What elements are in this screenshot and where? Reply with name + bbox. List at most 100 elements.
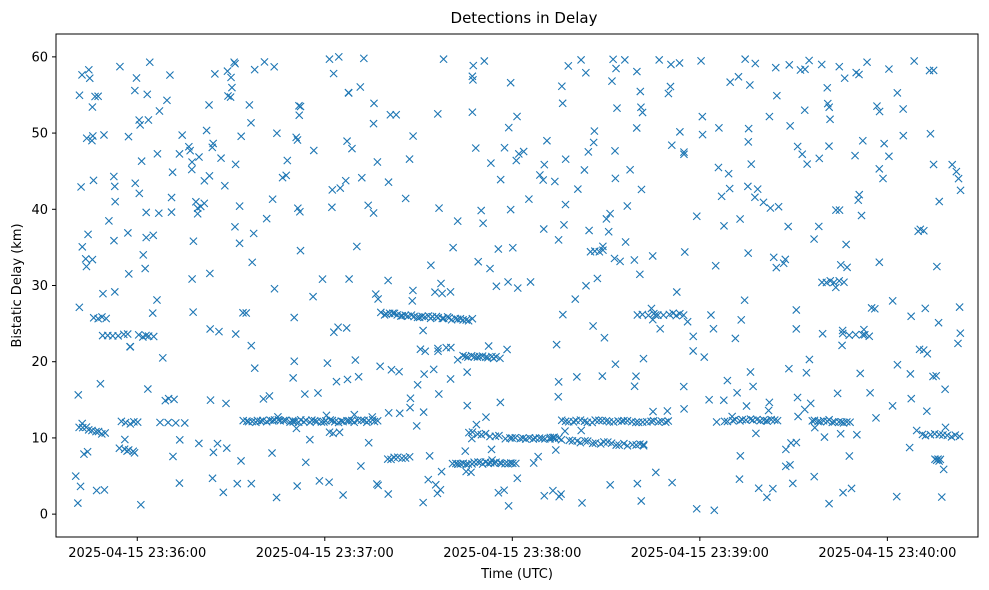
detection-point bbox=[818, 329, 827, 338]
detection-point bbox=[550, 177, 559, 186]
detection-point bbox=[268, 449, 277, 458]
detection-point bbox=[737, 315, 746, 324]
detection-point bbox=[724, 169, 733, 178]
detection-point bbox=[753, 185, 762, 194]
detection-point bbox=[178, 131, 187, 140]
detection-point bbox=[664, 417, 673, 426]
detection-point bbox=[405, 155, 414, 164]
detection-point bbox=[717, 192, 726, 201]
detection-point bbox=[453, 217, 462, 226]
detection-point bbox=[736, 451, 745, 460]
detection-point bbox=[589, 322, 598, 330]
detection-point bbox=[810, 423, 819, 432]
detection-point bbox=[135, 189, 144, 198]
detection-point bbox=[781, 445, 790, 454]
detection-point bbox=[464, 316, 473, 325]
detection-point bbox=[209, 448, 218, 457]
detection-point bbox=[557, 82, 566, 91]
detection-point bbox=[720, 417, 729, 426]
detection-point bbox=[326, 416, 335, 425]
detection-point bbox=[600, 333, 609, 342]
detection-point bbox=[554, 235, 563, 244]
detection-point bbox=[561, 427, 569, 436]
detection-point bbox=[470, 458, 479, 467]
detection-point bbox=[842, 417, 851, 426]
detection-point bbox=[205, 269, 214, 278]
detection-point bbox=[474, 257, 483, 266]
detection-point bbox=[728, 412, 737, 421]
detection-point bbox=[142, 233, 151, 242]
detection-point bbox=[742, 402, 751, 411]
detection-point bbox=[623, 201, 632, 210]
detection-point bbox=[893, 88, 902, 97]
x-axis: 2025-04-15 23:36:00 2025-04-15 23:37:00 20… bbox=[68, 537, 956, 561]
detection-point bbox=[283, 156, 292, 165]
detection-point bbox=[639, 354, 648, 363]
detection-point bbox=[888, 296, 897, 305]
detection-point bbox=[249, 229, 258, 238]
detection-point bbox=[168, 452, 177, 461]
detection-point bbox=[774, 202, 783, 211]
detection-point bbox=[746, 415, 755, 424]
detection-point bbox=[231, 330, 240, 339]
detection-point bbox=[464, 459, 473, 468]
detection-point bbox=[698, 130, 707, 139]
detection-point bbox=[932, 456, 941, 465]
detection-point bbox=[238, 308, 247, 317]
y-tick-label: 60 bbox=[31, 50, 48, 65]
detection-point bbox=[408, 286, 417, 295]
detection-point bbox=[664, 89, 673, 98]
detection-point bbox=[598, 242, 607, 251]
detection-point bbox=[952, 167, 961, 176]
y-tick-label: 0 bbox=[40, 508, 48, 523]
detection-point bbox=[295, 111, 304, 120]
detection-point bbox=[829, 278, 838, 287]
detection-point bbox=[651, 468, 660, 477]
detection-point bbox=[692, 504, 701, 513]
detection-point bbox=[838, 341, 847, 350]
detection-point bbox=[619, 416, 628, 425]
detection-point bbox=[926, 129, 935, 138]
detection-point bbox=[879, 174, 887, 183]
detection-point bbox=[82, 262, 91, 271]
detection-point bbox=[855, 190, 864, 199]
detection-point bbox=[860, 330, 869, 339]
detection-point bbox=[734, 72, 743, 81]
detection-point bbox=[334, 52, 343, 61]
detection-point bbox=[206, 324, 215, 333]
detection-point bbox=[745, 81, 754, 89]
detection-point bbox=[339, 490, 348, 499]
detection-point bbox=[534, 452, 543, 461]
detection-point bbox=[354, 372, 363, 381]
detection-point bbox=[301, 416, 310, 425]
detection-point bbox=[300, 390, 309, 399]
detection-point bbox=[196, 202, 205, 211]
detection-point bbox=[741, 416, 750, 425]
detection-point bbox=[237, 132, 246, 141]
detection-point bbox=[167, 193, 176, 202]
detection-point bbox=[323, 359, 332, 368]
detection-point bbox=[149, 332, 158, 341]
detection-point bbox=[820, 433, 829, 442]
detection-point bbox=[115, 62, 124, 71]
detection-point bbox=[392, 110, 401, 119]
detection-point bbox=[487, 445, 496, 454]
detection-point bbox=[519, 147, 528, 156]
detection-point bbox=[167, 208, 176, 217]
detection-point bbox=[480, 57, 489, 66]
detection-point bbox=[356, 82, 365, 91]
detection-point bbox=[784, 222, 793, 231]
detection-point bbox=[948, 160, 957, 169]
detection-point bbox=[872, 413, 880, 422]
detection-point bbox=[495, 354, 504, 363]
detection-point bbox=[446, 287, 455, 296]
detection-point bbox=[374, 294, 383, 303]
detection-point bbox=[109, 236, 118, 245]
detection-point bbox=[552, 340, 561, 349]
detection-point bbox=[327, 203, 336, 212]
detection-point bbox=[580, 417, 589, 426]
detection-point bbox=[831, 283, 840, 292]
detection-point bbox=[953, 339, 962, 348]
detection-point bbox=[481, 413, 490, 422]
detection-point bbox=[370, 99, 378, 108]
